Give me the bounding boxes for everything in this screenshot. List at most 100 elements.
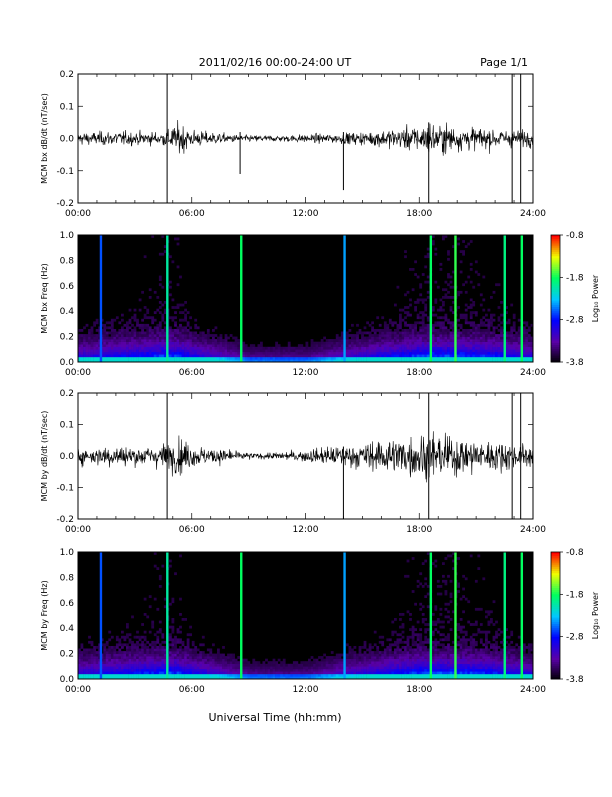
spectrogram-cell — [326, 674, 329, 677]
spectrogram-cell — [245, 344, 248, 347]
spectrogram-cell — [118, 321, 121, 324]
spectrogram-cell — [366, 332, 369, 335]
spectrogram-cell — [179, 347, 182, 350]
spectrogram-cell — [169, 603, 172, 606]
spectrogram-cell — [361, 349, 364, 352]
spectrogram-cell — [192, 669, 195, 672]
spectrogram-cell — [184, 319, 187, 322]
spectrogram-cell — [490, 296, 493, 299]
spectrogram-cell — [149, 344, 152, 347]
spectrogram-cell — [470, 316, 473, 319]
spectrogram-cell — [88, 329, 91, 332]
spectrogram-cell — [93, 337, 96, 340]
spectrogram-cell — [414, 633, 417, 636]
spectrogram-cell — [207, 354, 210, 357]
spectrogram-cell — [136, 656, 139, 659]
spectrogram-cell — [108, 357, 111, 360]
spectrogram-cell — [172, 643, 175, 646]
spectrogram-cell — [381, 664, 384, 667]
spectrogram-cell — [424, 671, 427, 674]
spectrogram-cell — [442, 324, 445, 327]
spectrogram-cell — [199, 656, 202, 659]
spectrogram-cell — [434, 334, 437, 337]
spectrogram-cell — [508, 344, 511, 347]
spectrogram-cell — [407, 661, 410, 664]
spectrogram-cell — [144, 664, 147, 667]
spectrogram-cell — [306, 674, 309, 677]
spectrogram-cell — [131, 669, 134, 672]
spectrogram-cell — [460, 324, 463, 327]
spectrogram-cell — [465, 664, 468, 667]
spectrogram-cell — [295, 357, 298, 360]
spectrogram-cell — [371, 666, 374, 669]
spectrogram-cell — [391, 347, 394, 350]
spectrogram-cell — [384, 349, 387, 352]
x-tick-label: 18:00 — [406, 525, 432, 535]
spectrogram-cell — [407, 654, 410, 657]
spectrogram-cell — [139, 357, 142, 360]
spectrogram-cell — [149, 337, 152, 340]
spectrogram-cell — [450, 628, 453, 631]
spectrogram-cell — [523, 329, 526, 332]
spectrogram-cell — [417, 334, 420, 337]
spectrogram-cell — [209, 671, 212, 674]
spectrogram-cell — [177, 304, 180, 307]
spectrogram-cell — [488, 349, 491, 352]
spectrogram-cell — [144, 332, 147, 335]
spectrogram-cell — [361, 666, 364, 669]
spectrogram-cell — [161, 349, 164, 352]
spectrogram-cell — [111, 352, 114, 355]
spectrogram-cell — [96, 357, 99, 360]
spectrogram-cell — [106, 659, 109, 662]
spectrogram-cell — [131, 641, 134, 644]
spectrogram-cell — [419, 669, 422, 672]
spectrogram-cell — [361, 339, 364, 342]
spectrogram-cell — [447, 296, 450, 299]
colorbar-label: Log₁₀ Power — [591, 274, 600, 322]
spectrogram-cell — [518, 334, 521, 337]
spectrogram-cell — [381, 669, 384, 672]
spectrogram-cell — [510, 357, 513, 360]
spectrogram-cell — [404, 316, 407, 319]
spectrogram-cell — [212, 349, 215, 352]
spectrogram-cell — [326, 664, 329, 667]
spectrogram-cell — [445, 357, 448, 360]
spectrogram-cell — [182, 349, 185, 352]
spectrogram-cell — [437, 357, 440, 360]
spectrogram-cell — [177, 659, 180, 662]
spectrogram-cell — [404, 656, 407, 659]
spectrogram-cell — [427, 291, 430, 294]
spectrogram-cell — [409, 329, 412, 332]
spectrogram-cell — [409, 628, 412, 631]
spectrogram-cell — [197, 671, 200, 674]
spectrogram-cell — [480, 354, 483, 357]
spectrogram-cell — [230, 669, 233, 672]
spectrogram-cell — [488, 352, 491, 355]
spectrogram-cell — [500, 357, 503, 360]
spectrogram-cell — [472, 352, 475, 355]
spectrogram-cell — [134, 649, 137, 652]
spectrogram-cell — [154, 651, 157, 654]
spectrogram-cell — [169, 649, 172, 652]
spectrogram-cell — [258, 349, 261, 352]
y-tick-label: 0.6 — [60, 282, 75, 292]
spectrogram-cell — [510, 339, 513, 342]
spectrogram-cell — [437, 339, 440, 342]
spectrogram-cell — [399, 321, 402, 324]
spectrogram-cell — [434, 352, 437, 355]
spectrogram-cell — [161, 636, 164, 639]
spectrogram-cell — [381, 354, 384, 357]
spectrogram-cell — [232, 347, 235, 350]
spectrogram-cell — [204, 352, 207, 355]
spectrogram-cell — [510, 329, 513, 332]
spectrogram-cell — [187, 646, 190, 649]
spectrogram-cell — [255, 357, 258, 360]
spectrogram-cell — [437, 316, 440, 319]
spectrogram-cell — [177, 669, 180, 672]
spectrogram-cell — [412, 349, 415, 352]
spectrogram-cell — [149, 654, 152, 657]
spectrogram-cell — [126, 352, 129, 355]
spectrogram-cell — [220, 352, 223, 355]
spectrogram-cell — [141, 349, 144, 352]
